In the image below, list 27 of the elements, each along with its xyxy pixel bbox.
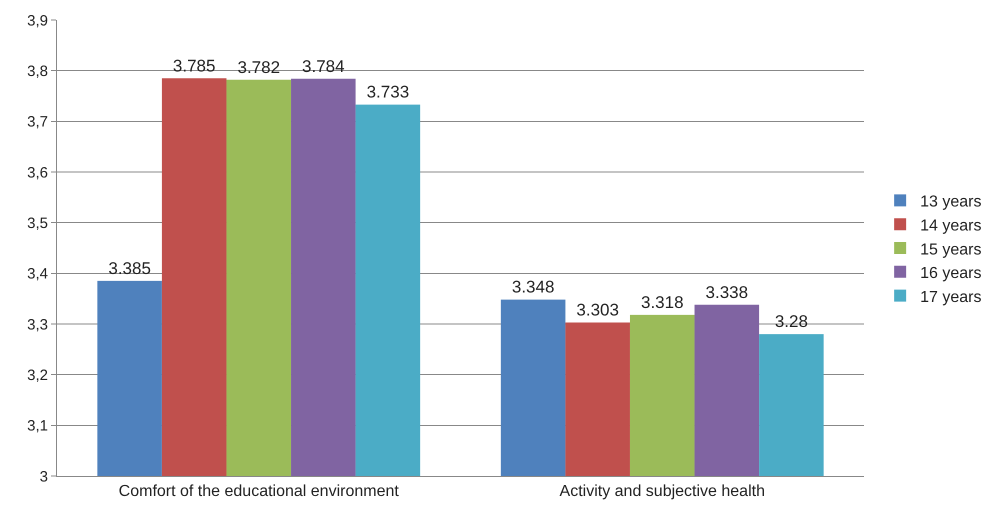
y-tick-label: 3,6 bbox=[27, 164, 48, 182]
legend-label: 17 years bbox=[920, 288, 982, 306]
legend-label: 15 years bbox=[920, 241, 982, 258]
y-tick-label: 3 bbox=[40, 468, 48, 486]
y-tick-label: 3,1 bbox=[27, 418, 48, 435]
data-label: 3.348 bbox=[512, 278, 554, 297]
x-tick-label: Activity and subjective health bbox=[560, 483, 765, 500]
y-tick-label: 3,7 bbox=[27, 114, 48, 131]
legend-label: 16 years bbox=[920, 265, 982, 282]
data-label: 3.733 bbox=[366, 82, 410, 102]
y-tick-label: 3,8 bbox=[27, 62, 48, 80]
data-label: 3.785 bbox=[172, 56, 216, 76]
data-label: 3.338 bbox=[706, 282, 748, 302]
data-label: 3.303 bbox=[576, 300, 619, 320]
y-tick-label: 3,2 bbox=[27, 366, 48, 384]
data-label: 3.782 bbox=[237, 58, 280, 77]
y-tick-label: 3,5 bbox=[27, 214, 48, 232]
data-label: 3.318 bbox=[640, 292, 684, 312]
data-label: 3.385 bbox=[108, 258, 151, 278]
y-tick-label: 3,4 bbox=[27, 266, 48, 283]
data-label: 3.784 bbox=[302, 56, 345, 76]
legend-label: 13 years bbox=[920, 194, 982, 211]
y-tick-label: 3,3 bbox=[27, 316, 48, 334]
data-label: 3.28 bbox=[774, 312, 808, 332]
y-tick-label: 3,9 bbox=[27, 12, 48, 30]
x-tick-label: Comfort of the educational environment bbox=[118, 483, 400, 500]
legend-label: 14 years bbox=[920, 217, 982, 234]
